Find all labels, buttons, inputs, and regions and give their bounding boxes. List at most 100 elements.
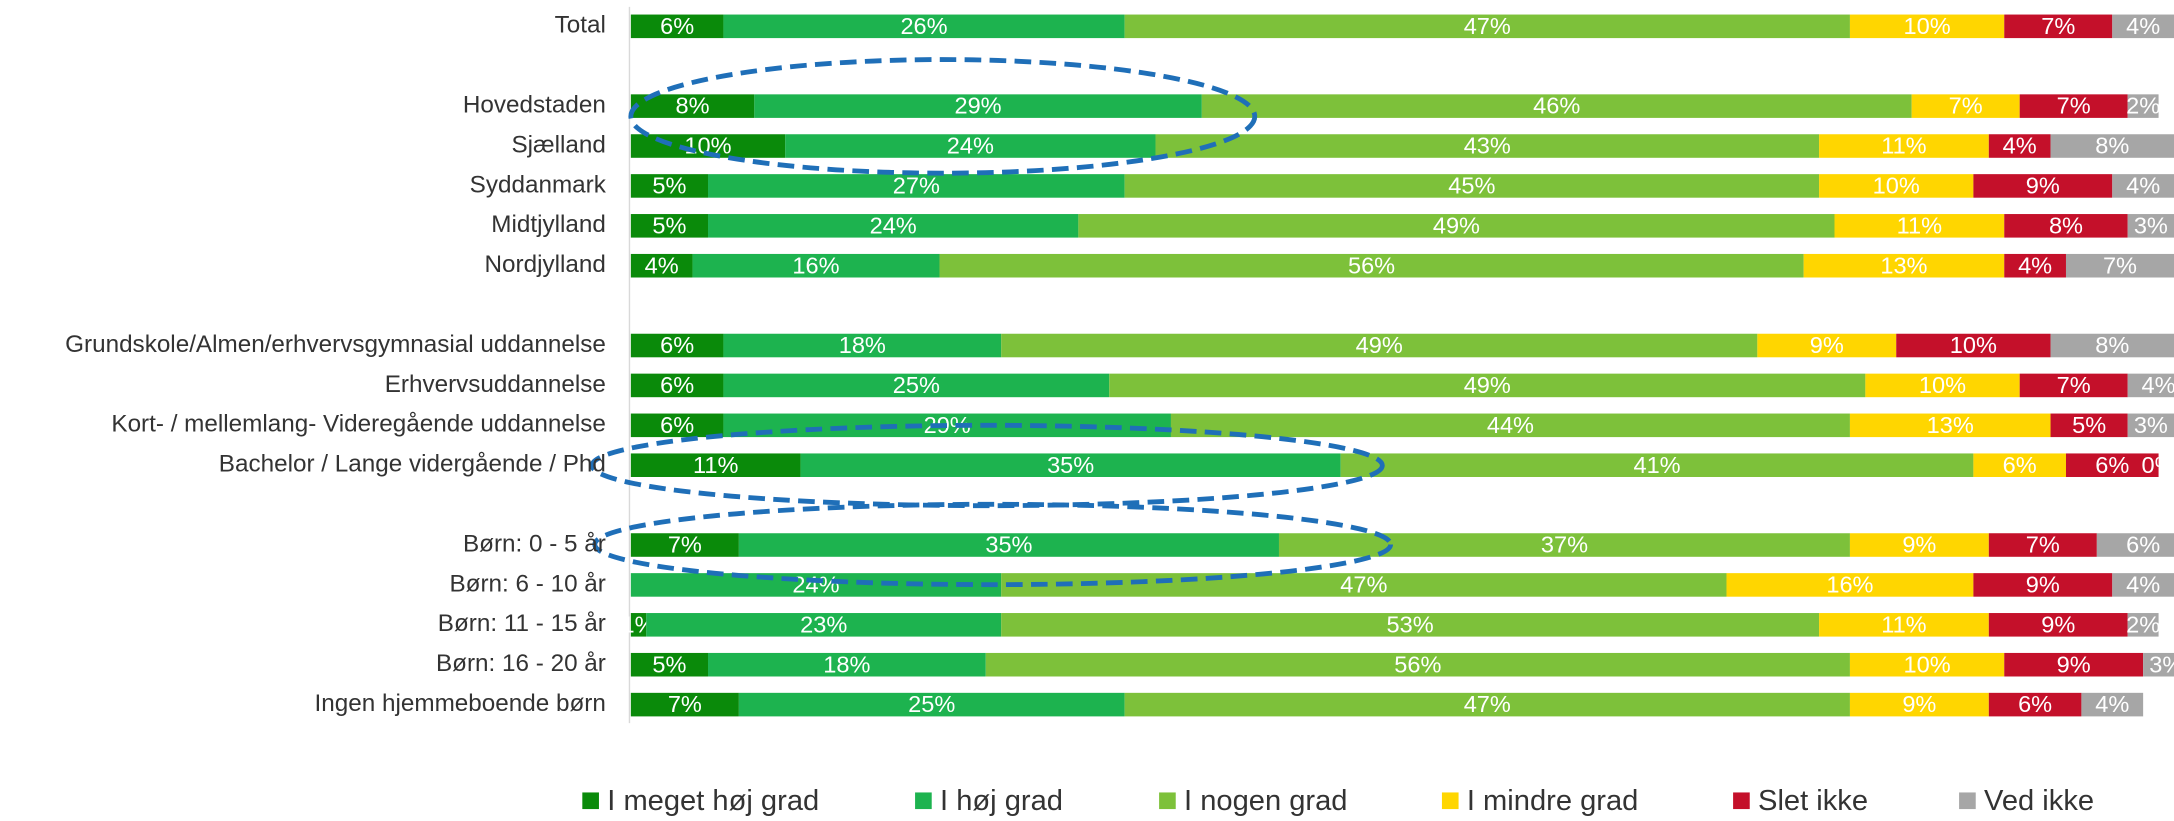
bar-segment [1124, 174, 1820, 198]
value-label: 43% [1464, 133, 1511, 159]
value-label: 9% [2026, 572, 2060, 598]
bar-segment [1124, 14, 1850, 39]
value-label: 49% [1464, 372, 1511, 398]
bar-segment [2112, 14, 2174, 39]
bar-segment [708, 174, 1125, 198]
value-label: 11% [693, 452, 738, 478]
bar-segment [2127, 413, 2174, 438]
bar-segment [738, 692, 1125, 717]
value-label: 10% [1904, 651, 1951, 677]
bar-segment [630, 533, 739, 557]
value-label: 3% [2149, 651, 2174, 677]
bar-segment [1973, 453, 2066, 477]
value-label: 6% [660, 412, 694, 438]
value-label: 3% [2134, 212, 2168, 238]
bar-segment [2004, 253, 2066, 278]
value-label: 4% [2018, 252, 2052, 278]
value-label: 56% [1394, 651, 1441, 677]
legend-label: I høj grad [940, 785, 1063, 816]
bar-segment [1849, 692, 1989, 717]
value-label: 7% [2026, 532, 2060, 558]
value-label: 3% [2134, 412, 2168, 438]
value-label: 8% [2095, 332, 2129, 358]
bar-segment [1849, 652, 2005, 677]
value-label: 24% [870, 212, 917, 238]
bar-segment [1988, 134, 2051, 158]
legend-label: I meget høj grad [607, 785, 819, 816]
value-label: 7% [668, 532, 702, 558]
value-label: 4% [2003, 133, 2037, 159]
bar-segment [1819, 613, 1989, 637]
bar-segment [630, 94, 755, 118]
value-label: 29% [954, 93, 1001, 119]
bar-segment [1001, 613, 1820, 637]
value-label: 25% [893, 372, 940, 398]
bar-segment [1819, 134, 1989, 158]
value-label: 47% [1464, 13, 1511, 39]
bar-segment [800, 453, 1341, 477]
value-label: 26% [900, 13, 947, 39]
value-label: 7% [2057, 372, 2091, 398]
value-label: 18% [839, 332, 886, 358]
value-label: 5% [652, 651, 686, 677]
value-label: 6% [660, 332, 694, 358]
value-label: 9% [2041, 611, 2075, 637]
value-label: 44% [1487, 412, 1534, 438]
legend-swatch [1441, 792, 1459, 810]
category-label: Grundskole/Almen/erhvervsgymnasial uddan… [65, 331, 606, 358]
value-label: 24% [792, 572, 839, 598]
bar-segment [1988, 533, 2097, 557]
bar-segment [630, 134, 786, 158]
bar-segment [723, 373, 1110, 398]
value-label: 9% [1902, 691, 1936, 717]
legend-label: Ved ikke [1984, 785, 2094, 816]
bar-segment [1973, 573, 2113, 597]
value-label: 49% [1356, 332, 1403, 358]
bar-segment [2127, 214, 2174, 238]
value-label: 5% [2072, 412, 2106, 438]
bar-segment [1124, 692, 1850, 717]
value-label: 6% [2095, 452, 2129, 478]
bar-segment [630, 253, 693, 278]
bar-segment [1849, 14, 2005, 39]
category-label: Ingen hjemmeboende børn [315, 690, 606, 717]
highlight-ellipse [592, 501, 1394, 588]
bar-segment [1803, 253, 2005, 278]
bar-segment [1109, 373, 1866, 398]
value-label: 4% [2126, 173, 2160, 199]
legend-swatch [1159, 792, 1176, 810]
bar-segment [2143, 652, 2174, 677]
value-label: 9% [1810, 332, 1844, 358]
value-label: 7% [2103, 252, 2137, 278]
bar-segment [939, 253, 1804, 278]
category-label: Total [555, 12, 606, 39]
bar-segment [708, 652, 986, 677]
value-label: 6% [660, 13, 694, 39]
bar-segment [1911, 94, 2020, 118]
value-label: 4% [2126, 13, 2160, 39]
bar-segment [723, 14, 1125, 39]
bar-segment [1865, 373, 2020, 398]
value-label: 46% [1533, 93, 1580, 119]
bar-segment [2019, 373, 2128, 398]
category-label: Bachelor / Lange vidergående / Phd [219, 451, 606, 478]
value-label: 4% [645, 252, 679, 278]
value-label: 6% [2003, 452, 2037, 478]
category-label: Kort- / mellemlang- Videregående uddanne… [111, 411, 605, 438]
bar-segment [630, 613, 647, 637]
legend-swatch [582, 792, 599, 810]
value-label: 2% [2126, 611, 2160, 637]
category-label: Børn: 0 - 5 år [463, 530, 606, 557]
bar-segment [630, 652, 709, 677]
bar-segment [754, 94, 1202, 118]
bar-segment [1757, 333, 1897, 358]
bar-segment [630, 453, 801, 477]
bar-segment [1849, 413, 2051, 438]
bar-segment [2096, 533, 2174, 557]
value-label: 35% [985, 532, 1032, 558]
value-label: 4% [2126, 572, 2160, 598]
value-label: 41% [1633, 452, 1680, 478]
bar-segment [785, 134, 1156, 158]
value-label: 45% [1448, 173, 1495, 199]
bar-segment [1849, 533, 1989, 557]
